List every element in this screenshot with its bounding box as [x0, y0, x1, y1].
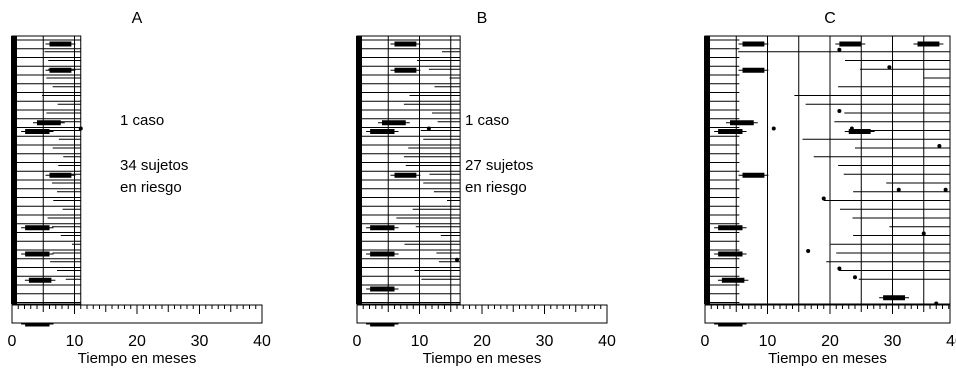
baseline-bar: [11, 36, 17, 304]
panel-title: A: [132, 10, 143, 27]
case-dot: [849, 126, 854, 131]
case-dot: [821, 196, 826, 201]
x-tick-label: 30: [536, 333, 554, 350]
x-tick-label: 40: [946, 333, 956, 350]
case-dot: [887, 65, 892, 70]
case-dot: [806, 249, 811, 253]
annotation-text: 1 caso: [465, 112, 509, 129]
exposure-period: [49, 67, 72, 73]
x-tick-label: 10: [411, 333, 429, 350]
x-tick-label: 0: [353, 333, 362, 350]
x-tick-label: 10: [66, 333, 84, 350]
exposure-period: [718, 251, 743, 257]
baseline-bar: [704, 36, 710, 304]
exposure-period: [25, 321, 50, 327]
x-tick-label: 20: [473, 333, 491, 350]
exposure-period: [394, 67, 417, 73]
x-tick-label: 10: [759, 333, 777, 350]
panel-c: C 0 10 20 30 40 Tiempo en meses: [701, 10, 956, 367]
exposure-period: [25, 251, 50, 257]
case-dot: [837, 47, 842, 52]
annotation-text: 27 sujetos: [465, 157, 533, 174]
case-dot: [937, 144, 942, 148]
exposure-period: [49, 41, 72, 47]
annotation-text: 1 caso: [120, 112, 164, 129]
exposure-period: [25, 129, 50, 134]
case-dot: [943, 187, 948, 192]
exposure-period: [718, 225, 743, 231]
annotation-text: 34 sujetos: [120, 157, 188, 174]
case-dot: [853, 275, 857, 280]
panel-b: B 1 caso 27 sujetos en riesgo 0 10 20 30 40 Tiemp…: [353, 10, 616, 367]
exposure-period: [370, 321, 395, 327]
risk-set-frame: [356, 35, 461, 305]
exposure-period: [742, 41, 765, 47]
exposure-period: [730, 120, 754, 126]
case-dot: [921, 231, 926, 236]
exposure-period: [718, 129, 743, 134]
exposure-period: [382, 120, 406, 126]
exposure-period: [721, 277, 745, 283]
exposure-period: [28, 277, 52, 283]
exposure-period: [718, 321, 743, 327]
exposure-period: [839, 41, 862, 47]
x-tick-label: 0: [8, 333, 17, 350]
x-tick-label: 40: [253, 333, 271, 350]
case-dot: [837, 266, 842, 271]
x-tick-label: 40: [598, 333, 616, 350]
x-axis-label: Tiempo en meses: [78, 350, 197, 366]
panel-a: A 1 caso 34 sujetos en riesgo 0 10 20 30 40 Tiemp…: [8, 10, 271, 367]
baseline-bar: [356, 36, 362, 304]
exposure-period: [848, 129, 871, 134]
panel-title: B: [477, 10, 488, 27]
x-axis-label: Tiempo en meses: [423, 350, 542, 366]
exposure-period: [370, 251, 395, 257]
x-axis-label: Tiempo en meses: [768, 350, 887, 366]
exposure-period: [394, 41, 417, 47]
risk-set-frame: [704, 35, 951, 305]
exposure-period: [37, 120, 61, 126]
exposure-period: [370, 129, 395, 134]
x-axis-frame: [704, 304, 951, 324]
annotation-text: en riesgo: [465, 179, 527, 196]
exposure-period: [394, 172, 417, 178]
x-tick-label: 30: [884, 333, 902, 350]
case-dot: [426, 126, 431, 131]
exposure-period: [370, 225, 395, 231]
case-dot: [837, 109, 842, 113]
exposure-period: [742, 172, 765, 178]
risk-set-frame: [11, 35, 82, 305]
case-dot: [455, 257, 459, 262]
annotation-text: en riesgo: [120, 179, 182, 196]
panel-title: C: [824, 10, 836, 27]
exposure-period: [49, 172, 72, 178]
exposure-period: [370, 286, 395, 292]
exposure-period: [917, 41, 940, 47]
exposure-period: [25, 225, 50, 231]
exposure-period: [883, 295, 905, 301]
exposure-period: [742, 67, 765, 73]
x-tick-label: 20: [128, 333, 146, 350]
case-dot: [78, 126, 83, 131]
x-tick-label: 20: [821, 333, 839, 350]
case-dot: [896, 187, 901, 192]
case-dot: [771, 126, 776, 131]
x-tick-label: 30: [191, 333, 209, 350]
x-tick-label: 0: [701, 333, 710, 350]
